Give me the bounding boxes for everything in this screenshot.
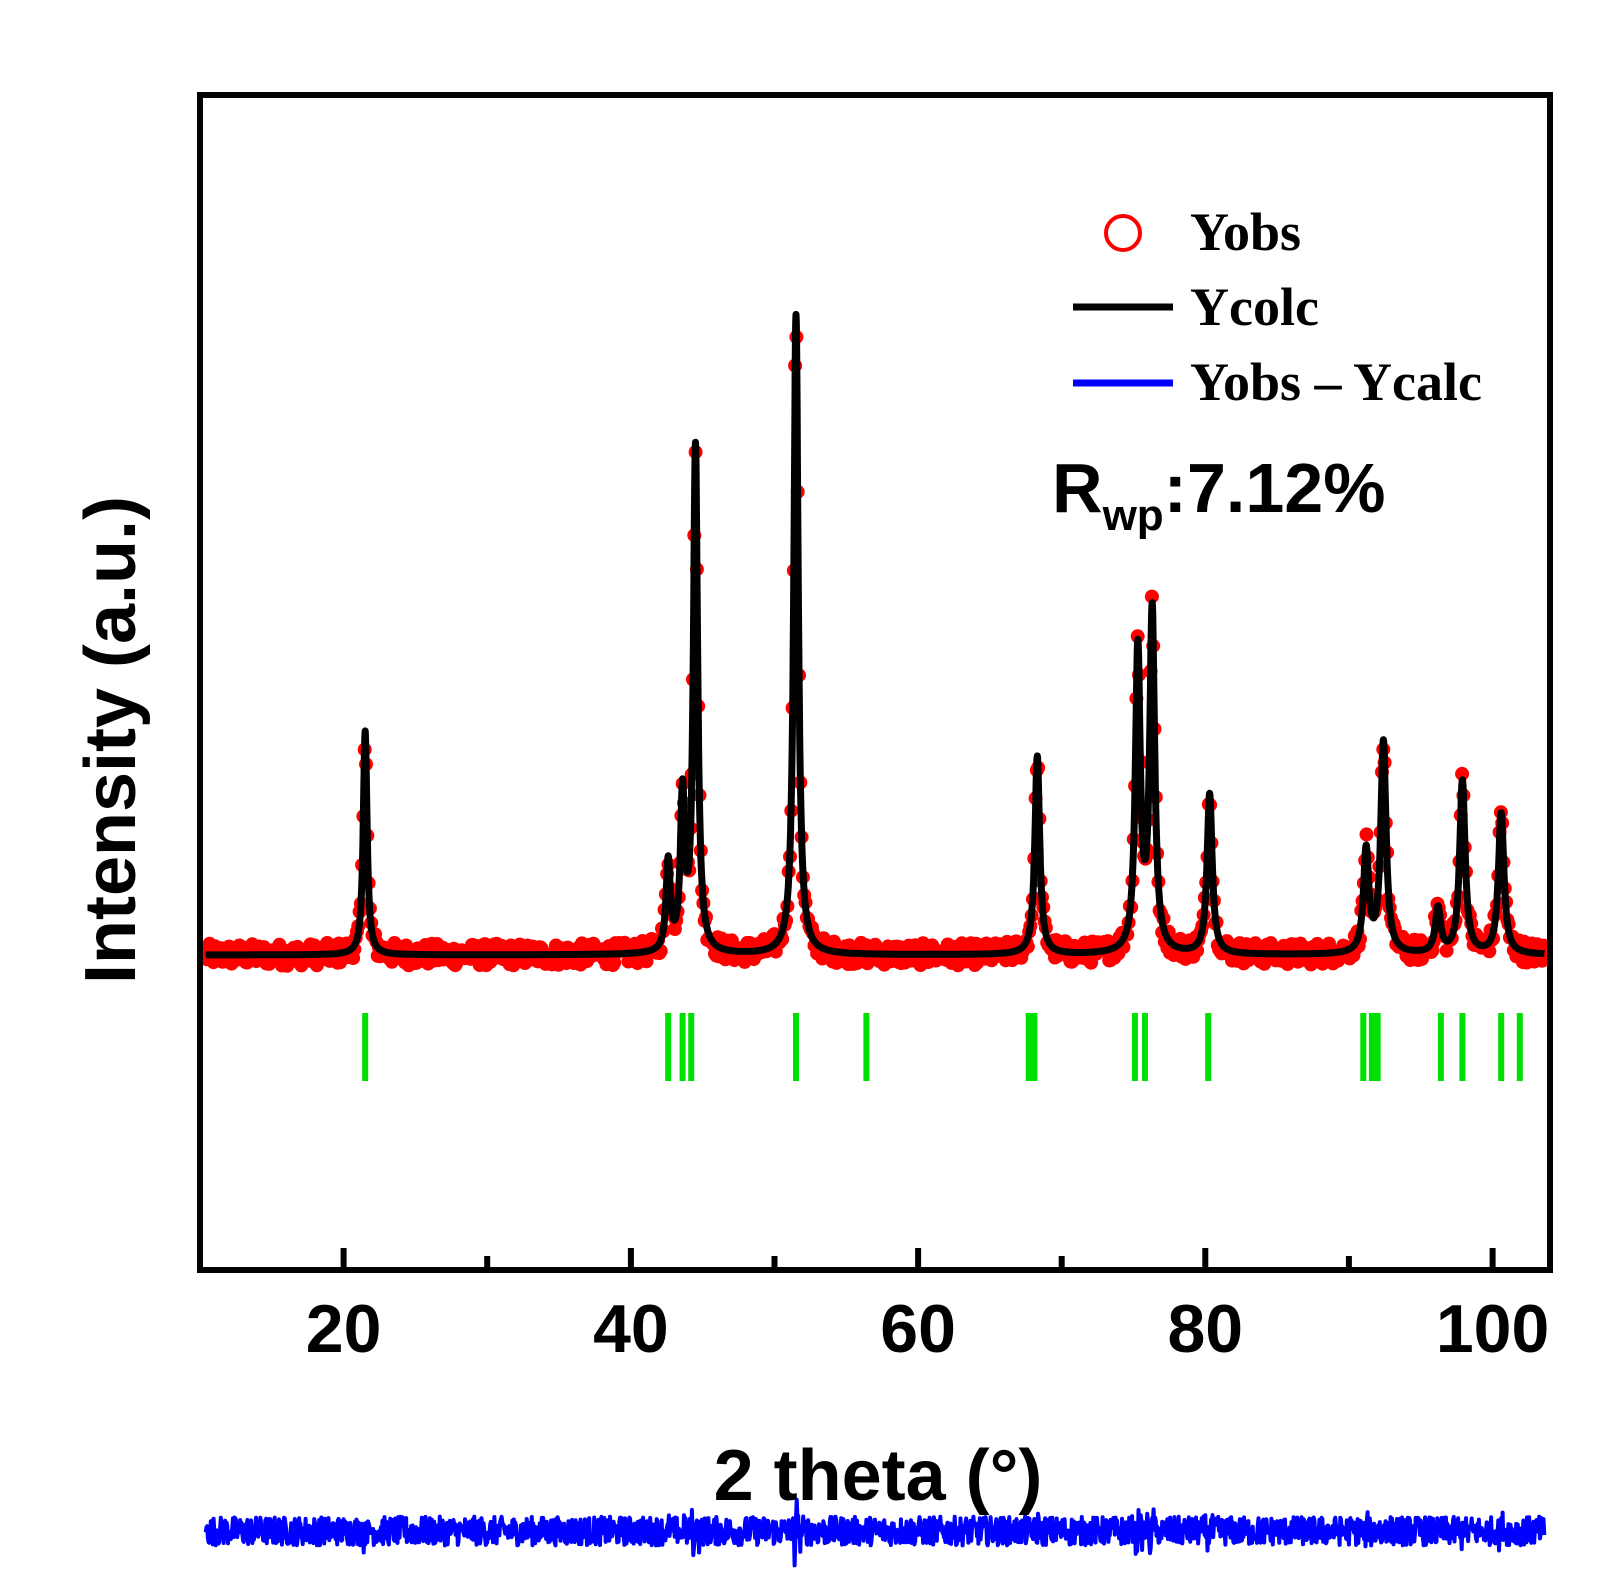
x-tick-label-100: 100 <box>1436 1291 1549 1367</box>
bragg-ticks-layer <box>362 1013 1523 1081</box>
yobs-point-732 <box>1144 589 1159 604</box>
x-axis-title: 2 theta (°) <box>714 1436 1043 1516</box>
legend: Yobs Ycolc Yobs – Ycalc <box>1073 202 1482 412</box>
yobs-point-1034 <box>1535 953 1550 968</box>
yobs-point-960 <box>1439 943 1454 958</box>
legend-marker-yobs <box>1104 214 1142 252</box>
x-tick-label-80: 80 <box>1167 1291 1243 1367</box>
x-tick-label-20: 20 <box>306 1291 382 1367</box>
yobs-point-898 <box>1359 827 1374 842</box>
series-difference-line <box>203 1497 1547 1568</box>
difference-curve-layer <box>203 1497 1547 1568</box>
yobs-point-316 <box>607 955 622 970</box>
legend-label-yobs: Yobs <box>1190 202 1301 262</box>
legend-label-ycolc: Ycolc <box>1190 277 1319 337</box>
x-axis-ticks: 20 40 60 80 100 <box>306 1248 1549 1367</box>
yobs-point-486 <box>826 934 841 949</box>
observed-points-layer <box>198 330 1551 973</box>
plot-frame <box>197 92 1553 1273</box>
x-tick-label-40: 40 <box>593 1291 669 1367</box>
rwp-annotation: Rwp:7.12% <box>1052 449 1385 540</box>
y-axis-title: Intensity (a.u.) <box>71 496 151 984</box>
series-ycolc-line <box>202 310 1548 959</box>
legend-label-difference: Yobs – Ycalc <box>1190 352 1482 412</box>
calculated-curve-layer <box>202 310 1548 959</box>
x-tick-label-60: 60 <box>880 1291 956 1367</box>
yobs-point-972 <box>1455 766 1470 781</box>
